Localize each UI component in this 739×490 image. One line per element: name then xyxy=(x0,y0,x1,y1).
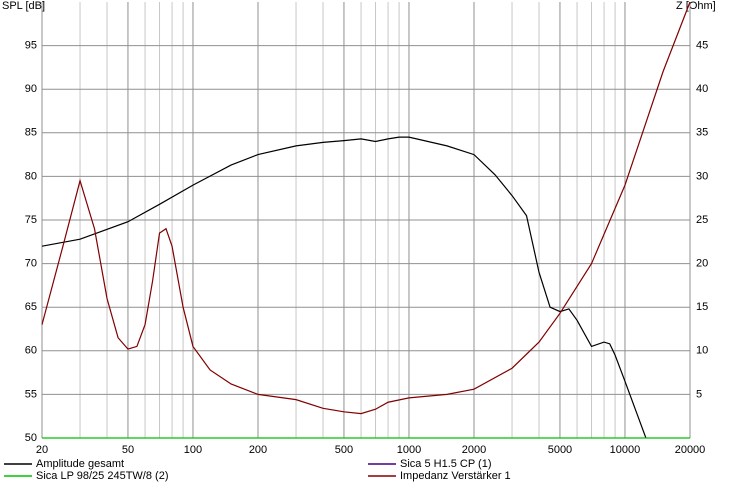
y2-tick-label: 10 xyxy=(696,345,708,357)
y-tick-label: 60 xyxy=(25,345,37,357)
x-tick-label: 20000 xyxy=(675,444,706,456)
y-tick-label: 90 xyxy=(25,83,37,95)
y-tick-label: 95 xyxy=(25,40,37,52)
y-axis-label: SPL [dB] xyxy=(2,0,45,12)
x-tick-label: 10000 xyxy=(610,444,641,456)
x-tick-label: 200 xyxy=(249,444,267,456)
y2-axis-label: Z [Ohm] xyxy=(676,0,716,12)
x-tick-label: 1000 xyxy=(397,444,421,456)
x-tick-label: 2000 xyxy=(462,444,486,456)
legend-label: Sica 5 H1.5 CP (1) xyxy=(400,458,492,470)
x-tick-label: 20 xyxy=(36,444,48,456)
y2-tick-label: 30 xyxy=(696,170,708,182)
y-tick-label: 80 xyxy=(25,170,37,182)
x-tick-label: 100 xyxy=(184,444,202,456)
y2-tick-label: 40 xyxy=(696,83,708,95)
y2-tick-label: 25 xyxy=(696,214,708,226)
legend-label: Impedanz Verstärker 1 xyxy=(400,470,511,482)
x-tick-label: 50 xyxy=(122,444,134,456)
y-tick-label: 70 xyxy=(25,258,37,270)
y-tick-label: 65 xyxy=(25,301,37,313)
y2-tick-label: 20 xyxy=(696,258,708,270)
y2-tick-label: 5 xyxy=(696,388,702,400)
y2-tick-label: 35 xyxy=(696,127,708,139)
y-tick-label: 50 xyxy=(25,432,37,444)
y-tick-label: 85 xyxy=(25,127,37,139)
x-tick-label: 500 xyxy=(335,444,353,456)
y2-tick-label: 45 xyxy=(696,40,708,52)
legend-label: Amplitude gesamt xyxy=(36,458,124,470)
legend-label: Sica LP 98/25 245TW/8 (2) xyxy=(36,470,168,482)
series-line xyxy=(41,1,691,415)
series-line xyxy=(41,136,647,439)
y-tick-label: 75 xyxy=(25,214,37,226)
x-tick-label: 5000 xyxy=(548,444,572,456)
y-tick-label: 55 xyxy=(25,388,37,400)
y2-tick-label: 15 xyxy=(696,301,708,313)
